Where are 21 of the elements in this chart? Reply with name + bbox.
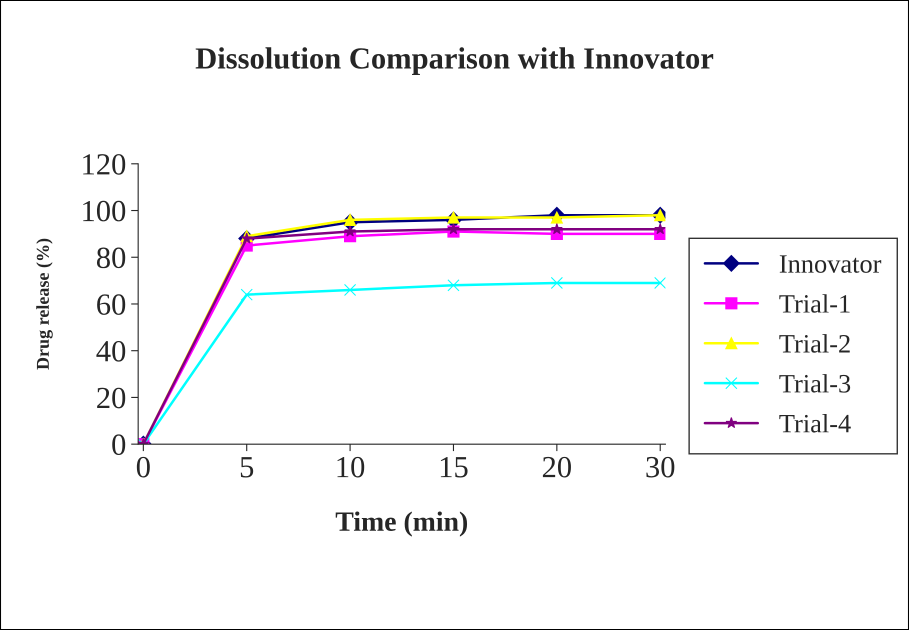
y-tick-label: 0 <box>112 434 126 456</box>
y-axis-title: Drug release (%) <box>36 238 53 370</box>
legend-label: Trial-1 <box>779 294 850 313</box>
x-tick-label: 15 <box>440 456 468 478</box>
x-tick-label: 0 <box>136 456 150 478</box>
chart-title: Dissolution Comparison with Innovator <box>196 47 714 75</box>
legend-label: Trial-4 <box>779 414 851 433</box>
legend-label: Trial-2 <box>779 334 850 353</box>
legend-label: Innovator <box>780 255 882 273</box>
y-tick-label: 100 <box>83 200 126 222</box>
x-tick-label: 20 <box>542 456 571 478</box>
y-tick-label: 60 <box>97 294 126 315</box>
x-tick-label: 30 <box>646 456 674 478</box>
legend-label: Trial-3 <box>779 374 850 393</box>
x-axis-title: Time (min) <box>336 511 468 537</box>
x-tick-label: 5 <box>240 457 254 478</box>
y-tick-label: 40 <box>96 340 126 362</box>
x-tick-label: 10 <box>338 456 364 478</box>
y-tick-label: 20 <box>97 388 126 408</box>
y-tick-label: 120 <box>83 154 126 175</box>
y-tick-label: 80 <box>96 248 126 268</box>
